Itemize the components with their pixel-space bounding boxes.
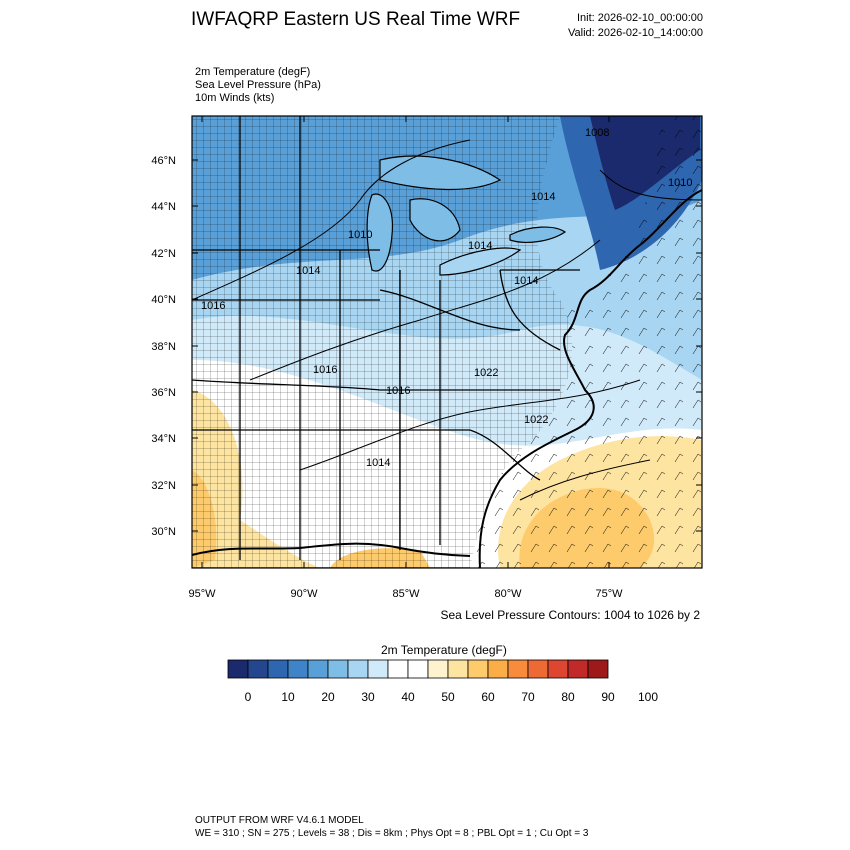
colorbar-swatch: [427, 659, 449, 679]
contour-label: 1016: [313, 364, 337, 376]
longitude-axis: 95°W 90°W 85°W 80°W 75°W: [188, 116, 623, 600]
latitude-axis: 46°N 44°N 42°N 40°N 38°N 36°N 34°N 32°N 30°N: [151, 155, 702, 538]
lake-michigan: [366, 193, 394, 272]
colorbar-swatch: [467, 659, 489, 679]
colorbar-label: 10: [281, 690, 295, 704]
east-coastline: [478, 189, 702, 568]
lat-label: 34°N: [151, 433, 176, 445]
plot-title: IWFAQRP Eastern US Real Time WRF: [191, 9, 521, 30]
colorbar-swatch: [527, 659, 549, 679]
colorbar-label: 50: [441, 690, 455, 704]
lake-huron: [409, 198, 461, 242]
colorbar-swatch: [567, 659, 589, 679]
colorbar-label: 100: [637, 690, 659, 704]
contour-label: 1010: [348, 229, 372, 241]
colorbar-label: 0: [244, 690, 252, 704]
field-label-winds: 10m Winds (kts): [195, 92, 275, 104]
valid-time: Valid: 2026-02-10_14:00:00: [568, 27, 703, 39]
contour-label: 1014: [514, 275, 538, 287]
state-boundaries: [192, 116, 580, 560]
init-time: Init: 2026-02-10_00:00:00: [577, 12, 703, 24]
colorbar-swatch: [287, 659, 309, 679]
colorbar-swatch: [267, 659, 289, 679]
colorbar-swatch: [447, 659, 469, 679]
colorbar-swatch: [387, 659, 409, 679]
lon-label: 75°W: [595, 588, 623, 600]
colorbar-swatch: [327, 659, 349, 679]
lat-label: 40°N: [151, 294, 176, 306]
contour-label-group: 1008 1010 1010 1014 1014 1014 1014 1016 …: [201, 127, 692, 469]
colorbar-label: 30: [361, 690, 375, 704]
field-label-pressure: Sea Level Pressure (hPa): [195, 79, 321, 91]
contour-label: 1022: [524, 414, 548, 426]
lake-superior: [379, 155, 502, 191]
lat-label: 42°N: [151, 248, 176, 260]
contour-label: 1014: [366, 457, 390, 469]
field-label-temperature: 2m Temperature (degF): [195, 66, 311, 78]
contour-label: 1010: [668, 177, 692, 189]
colorbar-swatch: [307, 659, 329, 679]
lat-label: 32°N: [151, 480, 176, 492]
lat-label: 30°N: [151, 526, 176, 538]
colorbar-label: 60: [481, 690, 495, 704]
lat-label: 36°N: [151, 387, 176, 399]
lake-ontario: [509, 226, 567, 243]
colorbar-label: 20: [321, 690, 335, 704]
contour-label: 1014: [531, 191, 555, 203]
colorbar-title: 2m Temperature (degF): [381, 643, 507, 657]
county-lines: [192, 116, 573, 568]
gulf-coastline: [192, 542, 471, 557]
colorbar-swatch: [587, 659, 609, 679]
colorbar-swatch: [367, 659, 389, 679]
colorbar-swatch: [347, 659, 369, 679]
lon-label: 80°W: [494, 588, 522, 600]
colorbar-swatch: [547, 659, 569, 679]
lon-label: 90°W: [290, 588, 318, 600]
contour-label: 1014: [468, 240, 492, 252]
lat-label: 44°N: [151, 201, 176, 213]
contour-label: 1008: [585, 127, 609, 139]
map-panel: [192, 116, 702, 568]
colorbar-label: 70: [521, 690, 535, 704]
map-frame: [191, 115, 703, 569]
temperature-colorbar: [227, 659, 609, 679]
contour-label: 1016: [201, 300, 225, 312]
pressure-contours: [192, 139, 702, 501]
lon-label: 85°W: [392, 588, 420, 600]
lat-label: 46°N: [151, 155, 176, 167]
contour-label: 1016: [386, 385, 410, 397]
colorbar-label: 40: [401, 690, 415, 704]
colorbar-swatch: [507, 659, 529, 679]
contour-label: 1022: [474, 367, 498, 379]
colorbar-swatch: [407, 659, 429, 679]
colorbar-swatch: [487, 659, 509, 679]
contour-note: Sea Level Pressure Contours: 1004 to 102…: [440, 608, 701, 622]
contour-label: 1014: [296, 265, 320, 277]
model-config: WE = 310 ; SN = 275 ; Levels = 38 ; Dis …: [195, 828, 589, 839]
model-info: OUTPUT FROM WRF V4.6.1 MODEL: [195, 815, 364, 826]
colorbar-label: 80: [561, 690, 575, 704]
colorbar-swatch: [247, 659, 269, 679]
lon-label: 95°W: [188, 588, 216, 600]
colorbar-label: 90: [601, 690, 615, 704]
colorbar-swatch: [227, 659, 249, 679]
lake-erie: [439, 247, 522, 276]
lat-label: 38°N: [151, 341, 176, 353]
